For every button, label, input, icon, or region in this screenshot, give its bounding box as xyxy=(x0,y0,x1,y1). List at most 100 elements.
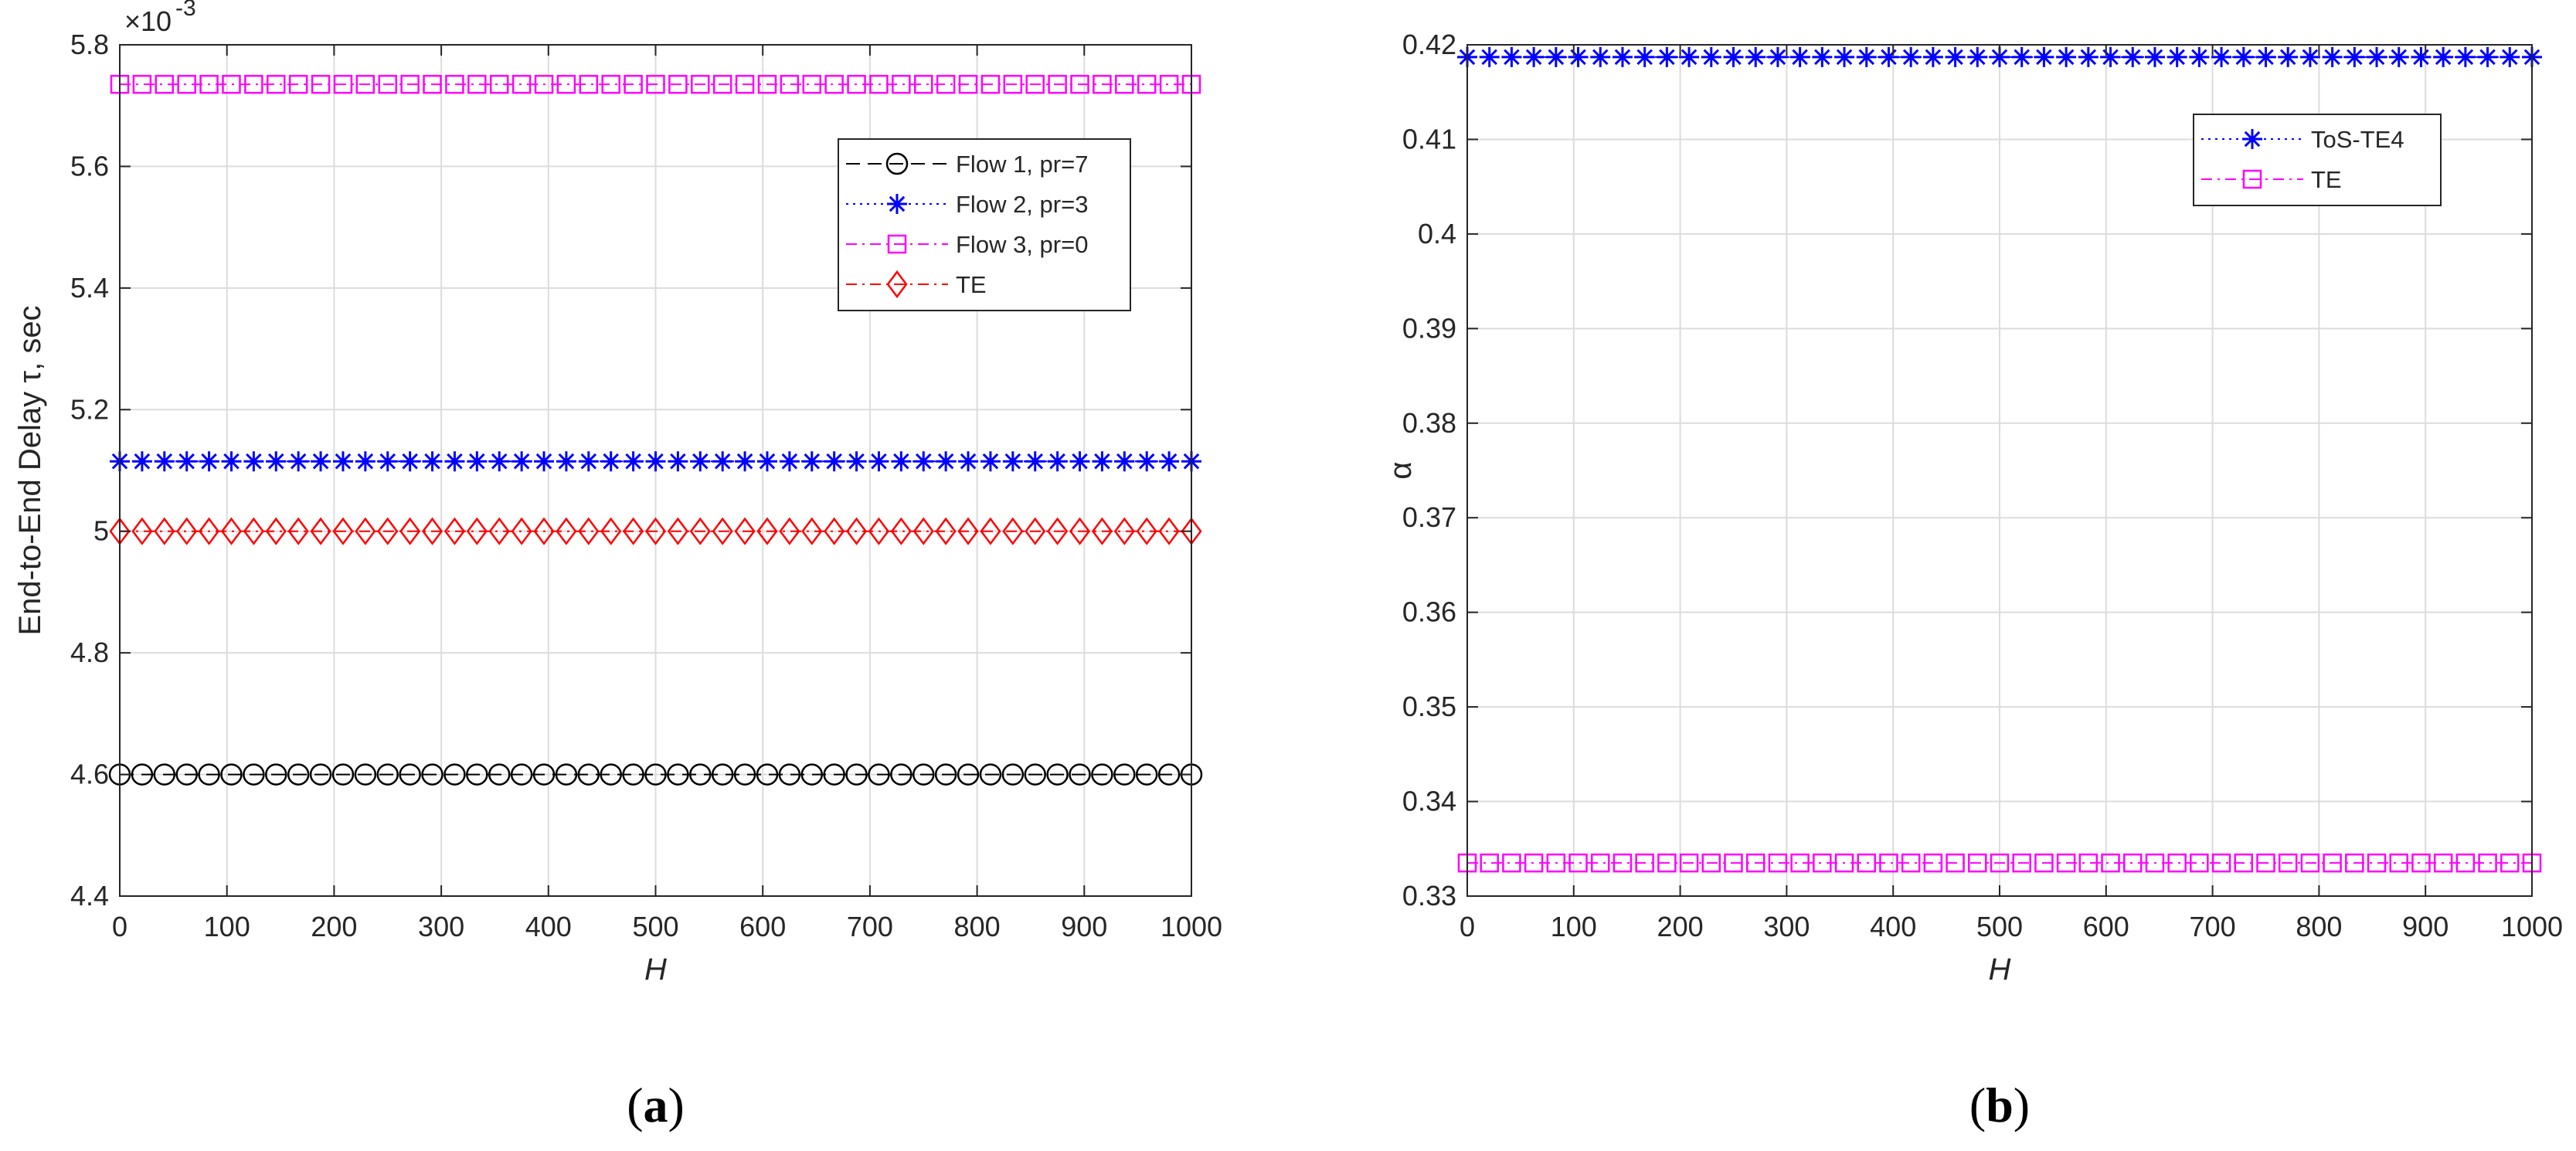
data-point xyxy=(779,451,800,472)
legend-marker xyxy=(2242,169,2262,189)
x-axis-label: H xyxy=(1989,952,2011,986)
data-point xyxy=(890,763,912,786)
data-point xyxy=(622,763,644,786)
legend: Flow 1, pr=7 Flow 2, pr=3 Flow 3, pr=0 TE xyxy=(838,138,1131,311)
legend-label: TE xyxy=(956,271,987,298)
panel-label-close: ) xyxy=(2014,1078,2030,1132)
data-point xyxy=(1834,46,1855,67)
x-tick-label: 1000 xyxy=(2501,911,2563,942)
data-point xyxy=(533,517,555,545)
data-point xyxy=(801,517,823,545)
data-point xyxy=(445,74,464,94)
data-point xyxy=(912,517,934,545)
data-point xyxy=(577,763,600,786)
data-point xyxy=(1137,451,1157,472)
y-exponent-value: -3 xyxy=(175,0,196,21)
data-point xyxy=(957,763,980,786)
data-point xyxy=(131,517,153,545)
data-point xyxy=(1813,853,1832,873)
data-point xyxy=(1479,46,1500,67)
data-point xyxy=(1480,853,1499,873)
data-point xyxy=(1657,46,1677,67)
data-point xyxy=(2190,853,2209,873)
data-point xyxy=(912,763,935,786)
data-point xyxy=(399,517,421,545)
panel-label: (a) xyxy=(627,1078,685,1132)
data-point xyxy=(355,451,376,472)
x-tick-label: 700 xyxy=(2190,911,2236,942)
data-point xyxy=(756,517,778,545)
data-point xyxy=(1546,853,1566,873)
data-point xyxy=(980,517,1001,545)
data-point xyxy=(667,763,689,786)
x-tick-label: 100 xyxy=(204,911,250,942)
data-point xyxy=(2455,853,2476,873)
data-point xyxy=(712,517,733,545)
data-point xyxy=(914,74,933,94)
x-tick-label: 1000 xyxy=(1161,911,1222,942)
data-point xyxy=(668,74,688,94)
data-point xyxy=(1046,763,1069,786)
data-point xyxy=(354,763,377,786)
data-point xyxy=(646,74,665,94)
y-tick-label: 0.4 xyxy=(1418,218,1456,250)
data-point xyxy=(1679,853,1699,873)
data-point xyxy=(488,517,510,545)
data-point xyxy=(198,763,220,786)
legend-label: TE xyxy=(2311,166,2342,193)
data-point xyxy=(1967,46,1988,67)
chart-b-svg: 0 100 200 300 400 500 600 700 800 900 1000 0.33 0.34… xyxy=(1384,29,2563,1132)
data-point xyxy=(1002,517,1024,545)
data-point xyxy=(936,451,957,472)
data-point xyxy=(220,763,243,786)
data-point xyxy=(399,451,420,472)
data-point xyxy=(333,74,353,94)
data-point xyxy=(265,763,287,786)
data-point xyxy=(177,74,196,94)
data-point xyxy=(1923,853,1943,873)
x-tick-label: 900 xyxy=(2402,911,2449,942)
data-point xyxy=(711,763,734,786)
data-point xyxy=(823,763,845,786)
data-point xyxy=(578,451,599,472)
data-point xyxy=(1048,74,1067,94)
data-point xyxy=(288,451,309,472)
legend-box xyxy=(2193,114,2442,206)
data-point xyxy=(2278,46,2299,67)
legend-marker xyxy=(887,234,907,254)
data-point xyxy=(556,74,576,94)
data-point xyxy=(1025,74,1045,94)
data-point xyxy=(132,74,152,94)
y-tick-label: 0.41 xyxy=(1402,123,1456,154)
legend-marker xyxy=(887,194,907,214)
data-point xyxy=(1024,763,1046,786)
legend-item: ToS-TE4 xyxy=(2201,126,2404,153)
data-point xyxy=(2211,46,2232,67)
panel-label: (b) xyxy=(1969,1078,2030,1132)
data-point xyxy=(1001,763,1025,786)
data-point xyxy=(690,451,711,472)
panel-label-open: ( xyxy=(1969,1078,1986,1132)
data-point xyxy=(2101,853,2120,873)
data-point xyxy=(1790,853,1810,873)
data-point xyxy=(511,451,532,472)
data-point xyxy=(735,74,755,94)
legend-label: ToS-TE4 xyxy=(2311,126,2404,153)
data-point xyxy=(1047,451,1068,472)
data-point xyxy=(467,451,488,472)
data-point xyxy=(1158,517,1180,545)
data-point xyxy=(556,451,576,472)
data-point xyxy=(2100,46,2121,67)
data-point xyxy=(2078,46,2099,67)
data-point xyxy=(199,74,219,94)
data-point xyxy=(1568,853,1588,873)
data-point xyxy=(936,74,956,94)
data-point xyxy=(1657,853,1677,873)
data-point xyxy=(331,763,355,786)
data-point xyxy=(2034,46,2054,67)
data-point xyxy=(1524,46,1545,67)
data-point xyxy=(1135,763,1158,786)
data-point xyxy=(510,763,533,786)
data-point xyxy=(779,517,800,545)
data-point xyxy=(1901,46,1922,67)
